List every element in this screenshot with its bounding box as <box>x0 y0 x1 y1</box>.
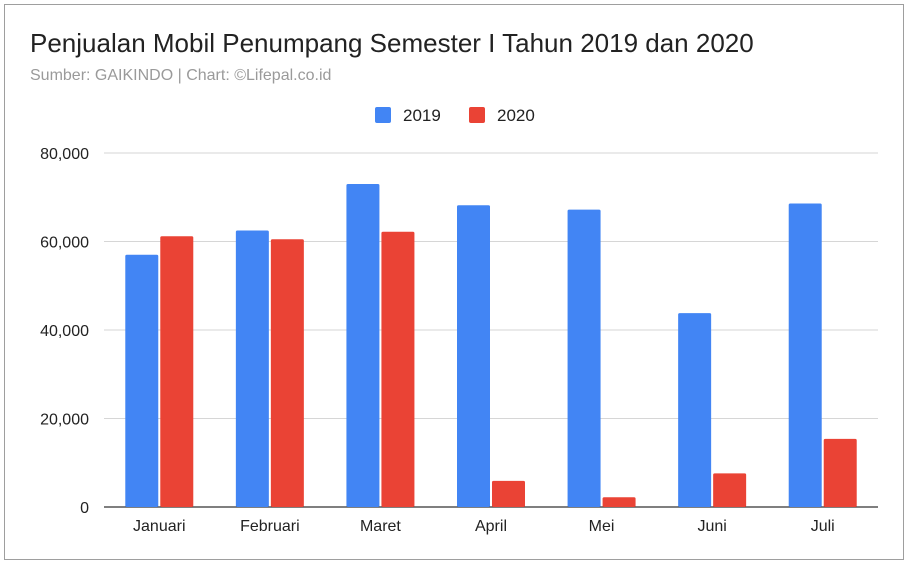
y-tick-label: 80,000 <box>40 146 89 163</box>
bar-2019-januari <box>125 254 159 507</box>
bars <box>125 183 857 507</box>
x-tick-label: Juni <box>697 518 726 535</box>
x-tick-label: Februari <box>240 518 300 535</box>
bar-2020-juni <box>713 473 747 507</box>
legend-swatch-2020 <box>469 107 485 123</box>
bar-2019-juli <box>788 203 822 507</box>
chart-subtitle: Sumber: GAIKINDO | Chart: ©Lifepal.co.id <box>30 67 332 84</box>
y-tick-label: 60,000 <box>40 235 89 252</box>
x-tick-label: April <box>475 518 507 535</box>
y-axis: 0 20,000 40,000 60,000 80,000 <box>40 146 89 517</box>
bar-2020-januari <box>160 236 194 507</box>
bar-2020-april <box>492 480 525 507</box>
bar-2019-mei <box>567 209 601 507</box>
y-tick-label: 0 <box>80 500 89 517</box>
gridlines <box>104 152 878 508</box>
x-axis: Januari Februari Maret April Mei Juni Juli <box>133 518 835 535</box>
bar-2019-maret <box>346 183 380 507</box>
bar-2020-februari <box>270 239 304 507</box>
bar-2020-juli <box>823 438 857 507</box>
x-tick-label: Januari <box>133 518 185 535</box>
bar-2019-juni <box>678 313 712 507</box>
x-tick-label: Mei <box>589 518 615 535</box>
bar-2020-maret <box>381 231 415 507</box>
chart-title: Penjualan Mobil Penumpang Semester I Tah… <box>30 28 754 58</box>
legend-swatch-2019 <box>375 107 391 123</box>
y-tick-label: 40,000 <box>40 323 89 340</box>
bar-2020-mei <box>602 497 636 507</box>
legend-label-2019: 2019 <box>403 106 441 125</box>
bar-2019-februari <box>235 230 269 507</box>
bar-2019-april <box>457 205 490 507</box>
x-tick-label: Juli <box>811 518 835 535</box>
y-tick-label: 20,000 <box>40 412 89 429</box>
legend: 2019 2020 <box>375 106 535 125</box>
x-tick-label: Maret <box>360 518 401 535</box>
legend-label-2020: 2020 <box>497 106 535 125</box>
